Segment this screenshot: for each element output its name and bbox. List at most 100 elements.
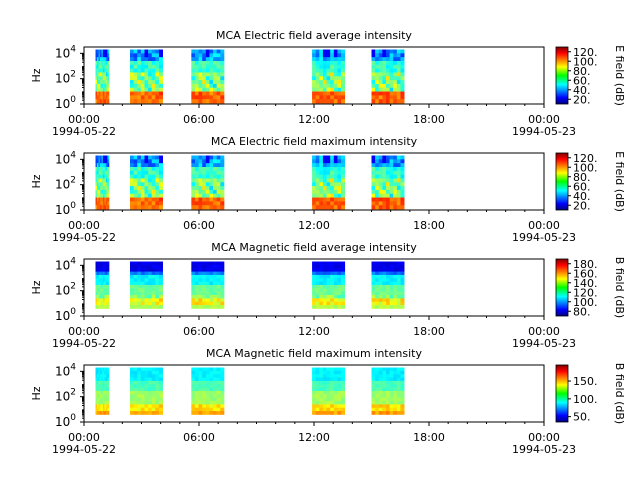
heat-cell <box>96 64 99 70</box>
heat-cell <box>213 407 218 412</box>
heat-cell <box>205 291 210 296</box>
heat-cell <box>202 186 207 191</box>
heat-cell <box>220 197 225 202</box>
heat-cell <box>205 278 210 283</box>
x-tick-label: 00:00 <box>528 219 560 232</box>
heat-cell <box>393 174 398 179</box>
heat-cell <box>96 186 99 191</box>
heat-cell <box>322 163 327 168</box>
heat-cell <box>101 298 104 303</box>
heat-cell <box>205 367 210 372</box>
data-segment <box>191 155 225 210</box>
heat-cell <box>371 284 376 289</box>
heat-cell <box>375 95 380 100</box>
heat-cell <box>341 411 346 415</box>
heat-cell <box>155 268 160 272</box>
y-tick-label: 102 <box>55 70 76 86</box>
heat-cell <box>326 274 331 279</box>
heat-cell <box>205 384 210 389</box>
heat-cell <box>333 87 338 92</box>
heat-cell <box>107 83 110 89</box>
heat-cell <box>209 278 214 283</box>
heat-cell <box>341 404 346 409</box>
heat-cell <box>220 401 225 405</box>
heat-cell <box>382 95 387 100</box>
heat-cell <box>202 80 207 85</box>
heat-cell <box>101 367 104 372</box>
heat-cell <box>155 377 160 382</box>
heat-cell <box>151 377 156 382</box>
heat-cell <box>140 72 145 77</box>
colorbar-tick-label: 20. <box>573 93 591 106</box>
heat-cell <box>326 53 331 58</box>
heat-cell <box>315 298 320 303</box>
heat-cell <box>216 274 221 279</box>
heat-cell <box>312 53 317 58</box>
heat-cell <box>101 295 104 299</box>
heat-cell <box>104 163 107 168</box>
heat-cell <box>389 301 394 306</box>
heat-cell <box>382 163 387 168</box>
heat-cell <box>385 166 390 172</box>
heat-cell <box>101 60 104 66</box>
heat-cell <box>216 201 221 206</box>
heat-cell <box>151 301 156 306</box>
heat-cell <box>216 284 221 289</box>
heat-cell <box>102 404 105 409</box>
heat-cell <box>216 264 221 269</box>
heat-cell <box>107 166 110 172</box>
data-segment <box>191 367 225 415</box>
heat-cell <box>133 268 138 272</box>
heat-cell <box>326 268 331 272</box>
heat-cell <box>105 163 108 168</box>
heat-cell <box>140 182 145 187</box>
heat-cell <box>191 261 196 266</box>
heat-cell <box>158 76 163 81</box>
heat-cell <box>315 178 320 183</box>
heat-cell <box>375 298 380 303</box>
heat-cell <box>375 163 380 168</box>
colorbar-strip <box>555 364 569 423</box>
heat-cell <box>155 76 160 81</box>
heat-cell <box>130 268 135 272</box>
heat-cell <box>216 370 221 375</box>
heat-cell <box>330 166 335 172</box>
heat-cell <box>337 49 342 54</box>
heat-cell <box>396 264 401 269</box>
heat-cell <box>396 83 401 89</box>
heat-cell <box>137 72 142 77</box>
heat-cell <box>96 182 99 187</box>
heat-cell <box>98 99 101 104</box>
heat-cell <box>220 53 225 58</box>
heat-cell <box>133 278 138 283</box>
heat-cell <box>98 271 101 276</box>
heat-cell <box>382 201 387 206</box>
heat-cell <box>216 189 221 195</box>
heat-cell <box>158 274 163 279</box>
heat-cell <box>191 163 196 168</box>
heat-cell <box>333 80 338 85</box>
heat-cell <box>202 374 207 378</box>
heat-cell <box>202 377 207 382</box>
heat-cell <box>385 401 390 405</box>
heat-cell <box>133 305 138 309</box>
heat-cell <box>137 374 142 378</box>
heat-cell <box>322 268 327 272</box>
heat-cell <box>98 380 101 385</box>
heat-cell <box>378 80 383 85</box>
heat-cell <box>151 178 156 183</box>
heat-cell <box>107 186 110 191</box>
heat-cell <box>95 163 98 168</box>
heat-cell <box>104 370 107 375</box>
heat-cell <box>107 264 110 269</box>
heat-cell <box>341 205 346 210</box>
heat-cell <box>137 291 142 296</box>
heat-cell <box>312 174 317 179</box>
heat-cell <box>315 268 320 272</box>
x-tick-label: 12:00 <box>298 113 330 126</box>
heat-cell <box>378 274 383 279</box>
heat-cell <box>198 387 203 392</box>
heat-cell <box>382 80 387 85</box>
heat-cell <box>101 205 104 210</box>
heat-cell <box>333 407 338 412</box>
